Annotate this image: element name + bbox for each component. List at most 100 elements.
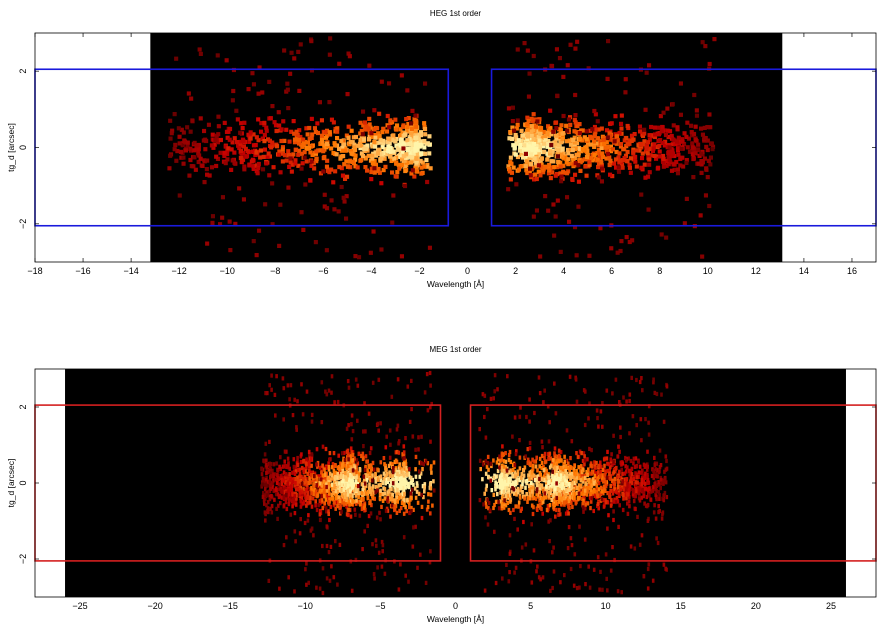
event-pixel: [409, 160, 414, 165]
event-pixel: [399, 481, 402, 486]
event-pixel: [343, 457, 347, 462]
event-pixel: [635, 463, 639, 469]
event-pixel: [320, 420, 324, 425]
event-pixel: [280, 495, 284, 500]
event-pixel: [388, 145, 393, 151]
event-pixel: [285, 506, 289, 512]
event-pixel: [526, 460, 530, 465]
event-pixel: [281, 119, 286, 124]
event-pixel: [315, 507, 319, 513]
event-pixel: [309, 159, 314, 164]
event-pixel: [516, 477, 519, 482]
event-pixel: [554, 120, 559, 125]
event-pixel: [406, 497, 409, 502]
event-pixel: [658, 138, 663, 143]
event-pixel: [522, 473, 526, 478]
event-pixel: [516, 527, 519, 532]
event-pixel: [410, 134, 415, 139]
event-pixel: [601, 138, 606, 143]
event-pixel: [506, 187, 511, 192]
event-pixel: [680, 155, 685, 160]
event-pixel: [387, 476, 390, 481]
event-pixel: [274, 128, 279, 134]
event-pixel: [290, 497, 293, 502]
event-pixel: [555, 165, 560, 170]
event-pixel: [574, 253, 579, 258]
event-pixel: [547, 490, 551, 495]
event-pixel: [506, 164, 511, 169]
event-pixel: [366, 459, 369, 464]
event-pixel: [261, 494, 265, 499]
event-pixel: [299, 499, 303, 504]
event-pixel: [328, 491, 331, 496]
event-pixel: [258, 148, 263, 153]
event-pixel: [312, 533, 315, 538]
event-pixel: [358, 138, 363, 143]
event-pixel: [263, 510, 267, 515]
event-pixel: [414, 447, 417, 452]
event-pixel: [508, 493, 512, 498]
event-pixel: [414, 467, 417, 472]
event-pixel: [272, 478, 275, 483]
event-pixel: [292, 464, 296, 469]
event-pixel: [582, 498, 585, 503]
event-pixel: [482, 502, 485, 507]
event-pixel: [566, 117, 571, 122]
event-pixel: [658, 114, 663, 119]
event-pixel: [357, 495, 360, 500]
event-pixel: [581, 476, 584, 482]
event-pixel: [377, 428, 380, 433]
event-pixel: [181, 155, 186, 160]
event-pixel: [260, 467, 263, 472]
event-pixel: [287, 152, 292, 158]
event-pixel: [301, 492, 304, 497]
event-pixel: [518, 164, 523, 169]
event-pixel: [497, 506, 501, 511]
event-pixel: [563, 475, 566, 480]
event-pixel: [328, 451, 332, 456]
event-pixel: [515, 492, 518, 497]
event-pixel: [568, 122, 573, 127]
event-pixel: [324, 465, 328, 470]
event-pixel: [661, 164, 666, 169]
event-pixel: [577, 483, 581, 488]
event-pixel: [368, 482, 371, 487]
event-pixel: [588, 142, 593, 147]
event-pixel: [595, 119, 600, 124]
event-pixel: [331, 180, 336, 185]
event-pixel: [518, 414, 522, 419]
event-pixel: [672, 153, 677, 159]
event-pixel: [285, 464, 289, 469]
event-pixel: [641, 142, 646, 147]
event-pixel: [538, 503, 542, 508]
event-pixel: [533, 459, 536, 464]
event-pixel: [596, 175, 601, 180]
event-pixel: [635, 423, 638, 428]
event-pixel: [276, 516, 279, 521]
event-pixel: [498, 462, 501, 467]
event-pixel: [424, 459, 428, 464]
event-pixel: [665, 106, 670, 111]
event-pixel: [551, 159, 556, 164]
event-pixel: [295, 425, 298, 430]
event-pixel: [383, 486, 387, 492]
event-pixel: [502, 464, 506, 469]
event-pixel: [291, 498, 295, 503]
event-pixel: [303, 475, 307, 480]
event-pixel: [559, 179, 564, 184]
event-pixel: [559, 470, 562, 475]
event-pixel: [537, 145, 542, 150]
event-pixel: [343, 479, 347, 484]
event-pixel: [525, 134, 530, 139]
event-pixel: [637, 124, 642, 129]
event-pixel: [359, 499, 362, 504]
event-pixel: [399, 466, 402, 471]
event-pixel: [366, 473, 370, 478]
event-pixel: [613, 487, 616, 492]
event-pixel: [487, 475, 490, 480]
event-pixel: [328, 517, 331, 523]
event-pixel: [555, 465, 559, 470]
event-pixel: [573, 92, 578, 98]
event-pixel: [275, 506, 278, 511]
event-pixel: [427, 134, 432, 139]
